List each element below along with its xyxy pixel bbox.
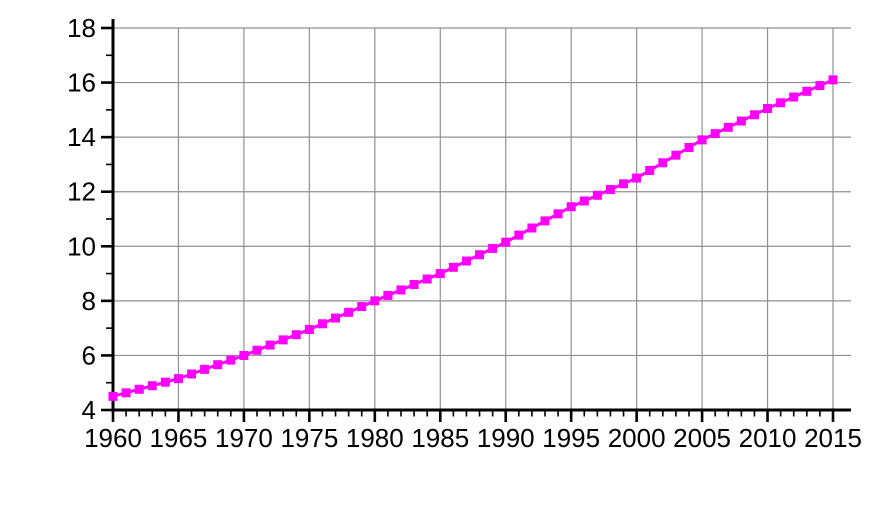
- x-tick-label: 1975: [280, 423, 338, 453]
- data-point-marker: [632, 173, 642, 183]
- data-point-marker: [344, 307, 354, 317]
- data-point-marker: [396, 285, 406, 295]
- data-point-marker: [173, 374, 183, 384]
- x-tick-label: 1980: [346, 423, 404, 453]
- data-point-marker: [749, 110, 759, 120]
- y-tick-label: 4: [82, 395, 96, 425]
- data-point-marker: [488, 243, 498, 253]
- data-point-marker: [370, 296, 380, 306]
- data-point-marker: [540, 216, 550, 226]
- data-point-marker: [147, 381, 157, 391]
- data-point-marker: [658, 158, 668, 168]
- data-point-marker: [671, 150, 681, 160]
- y-tick-label: 16: [67, 68, 96, 98]
- data-point-marker: [448, 262, 458, 272]
- y-tick-label: 12: [67, 177, 96, 207]
- data-point-marker: [160, 377, 170, 387]
- x-tick-label: 2000: [608, 423, 666, 453]
- data-point-marker: [291, 330, 301, 340]
- data-point-marker: [592, 190, 602, 200]
- data-point-marker: [239, 350, 249, 360]
- data-point-marker: [278, 335, 288, 345]
- y-tick-label: 14: [67, 122, 96, 152]
- y-tick-label: 10: [67, 231, 96, 261]
- data-point-marker: [789, 92, 799, 102]
- x-tick-label: 1985: [411, 423, 469, 453]
- x-tick-label: 2015: [804, 423, 862, 453]
- data-point-marker: [553, 209, 563, 219]
- data-point-marker: [815, 81, 825, 91]
- data-point-marker: [527, 223, 537, 233]
- data-point-marker: [579, 196, 589, 206]
- data-point-marker: [697, 135, 707, 145]
- data-point-marker: [461, 256, 471, 266]
- data-point-marker: [252, 345, 262, 355]
- data-point-marker: [514, 230, 524, 240]
- data-point-marker: [121, 388, 131, 398]
- data-point-marker: [645, 165, 655, 175]
- data-point-marker: [566, 202, 576, 212]
- y-tick-label: 6: [82, 340, 96, 370]
- data-point-marker: [710, 129, 720, 139]
- data-point-marker: [684, 143, 694, 153]
- data-point-marker: [776, 98, 786, 108]
- y-tick-label: 8: [82, 286, 96, 316]
- data-point-marker: [736, 116, 746, 126]
- x-tick-label: 1990: [477, 423, 535, 453]
- data-point-marker: [828, 75, 838, 85]
- data-point-marker: [304, 325, 314, 335]
- x-tick-label: 1960: [84, 423, 142, 453]
- data-point-marker: [501, 237, 511, 247]
- data-point-marker: [357, 302, 367, 312]
- data-point-marker: [723, 122, 733, 132]
- data-point-marker: [108, 391, 118, 401]
- data-point-marker: [802, 86, 812, 96]
- x-tick-label: 2005: [673, 423, 731, 453]
- data-point-marker: [409, 279, 419, 289]
- data-point-marker: [619, 179, 629, 189]
- data-point-marker: [187, 369, 197, 379]
- y-tick-label: 18: [67, 13, 96, 43]
- data-point-marker: [763, 103, 773, 113]
- x-tick-label: 1965: [150, 423, 208, 453]
- data-point-marker: [422, 274, 432, 284]
- data-point-marker: [317, 319, 327, 329]
- data-point-marker: [226, 355, 236, 365]
- data-point-marker: [475, 250, 485, 260]
- data-point-marker: [435, 269, 445, 279]
- data-point-marker: [213, 360, 223, 370]
- data-point-marker: [134, 384, 144, 394]
- data-point-marker: [200, 364, 210, 374]
- x-tick-label: 2010: [739, 423, 797, 453]
- data-point-marker: [265, 340, 275, 350]
- data-point-marker: [331, 313, 341, 323]
- data-point-marker: [605, 185, 615, 195]
- x-tick-label: 1995: [542, 423, 600, 453]
- x-tick-label: 1970: [215, 423, 273, 453]
- data-point-marker: [383, 290, 393, 300]
